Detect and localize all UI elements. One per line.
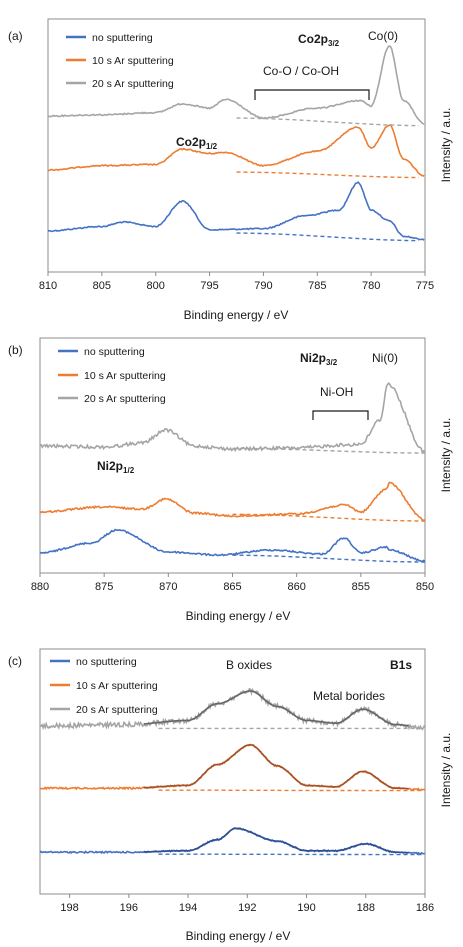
x-tick-label: 860	[287, 581, 305, 593]
series-line-no-sputtering	[39, 528, 425, 563]
panel-b-label: (b)	[8, 343, 23, 357]
x-tick-label: 800	[147, 280, 165, 292]
baseline-10s-ar	[236, 171, 419, 179]
panel-b-spectra	[39, 382, 426, 563]
x-tick-label: 870	[159, 581, 177, 593]
annotation-co2p32: Co2p3/2	[298, 32, 340, 48]
panel-b: (b) 880 875 870 865 860 855 850 Binding energy…	[8, 337, 453, 623]
panel-c-label: (c)	[8, 654, 22, 668]
baseline-no-sputtering	[236, 232, 419, 242]
x-tick-label: 194	[179, 902, 197, 914]
annotation-b1s: B1s	[390, 658, 412, 672]
x-tick-label: 795	[200, 280, 218, 292]
x-tick-label: 186	[416, 902, 434, 914]
annotation-metal-borides: Metal borides	[313, 689, 385, 703]
legend-no-sputtering: no sputtering	[84, 346, 145, 358]
panel-a-ylabel: Intensity / a.u.	[439, 108, 453, 183]
fit-envelope-10s-ar	[143, 743, 409, 790]
x-tick-label: 775	[416, 280, 434, 292]
panel-a-spectra	[47, 45, 425, 242]
fit-envelope-no-sputtering	[143, 827, 409, 854]
legend-20s-ar: 20 s Ar sputtering	[76, 704, 158, 716]
x-tick-label: 810	[39, 280, 57, 292]
panel-a-xlabel: Binding energy / eV	[184, 308, 289, 322]
panel-b-ylabel: Intensity / a.u.	[439, 418, 453, 493]
annotation-ni2p12: Ni2p1/2	[97, 459, 135, 475]
baseline-10s-ar	[232, 513, 425, 522]
x-tick-label: 880	[31, 581, 49, 593]
x-tick-label: 780	[362, 280, 380, 292]
x-tick-label: 875	[95, 581, 113, 593]
panel-c-spectra	[39, 687, 426, 856]
panel-b-xlabel: Binding energy / eV	[186, 609, 291, 623]
legend-no-sputtering: no sputtering	[92, 32, 153, 44]
annotation-ni2p32: Ni2p3/2	[300, 351, 338, 367]
series-line-20s-ar	[39, 382, 426, 454]
legend-10s-ar: 10 s Ar sputtering	[84, 370, 166, 382]
legend-10s-ar: 10 s Ar sputtering	[92, 55, 174, 67]
legend-20s-ar: 20 s Ar sputtering	[92, 78, 174, 90]
panel-a-legend: no sputtering 10 s Ar sputtering 20 s Ar…	[66, 32, 174, 90]
annotation-co0: Co(0)	[368, 29, 398, 43]
annotation-b-oxides: B oxides	[226, 658, 272, 672]
x-tick-label: 865	[223, 581, 241, 593]
annotation-ni0: Ni(0)	[372, 351, 398, 365]
legend-20s-ar: 20 s Ar sputtering	[84, 393, 166, 405]
annotation-ni-oh: Ni-OH	[320, 385, 353, 399]
x-tick-label: 790	[254, 280, 272, 292]
annotation-co-o-oh: Co-O / Co-OH	[263, 64, 339, 78]
bracket-co-oxide	[254, 89, 370, 100]
x-tick-label: 188	[357, 902, 375, 914]
series-line-10s-ar	[40, 743, 425, 791]
fit-envelope-20s-ar	[143, 690, 409, 727]
x-tick-label: 785	[308, 280, 326, 292]
series-line-no-sputtering	[47, 181, 425, 241]
panel-b-legend: no sputtering 10 s Ar sputtering 20 s Ar…	[58, 346, 166, 405]
baseline-20s-ar	[236, 117, 419, 127]
x-tick-label: 198	[60, 902, 78, 914]
series-line-10s-ar	[39, 481, 425, 522]
panel-c-frame	[39, 648, 426, 895]
series-line-20s-ar	[47, 45, 425, 125]
panel-a-x-ticks: 810 805 800 795 790 785 780 775	[39, 272, 434, 292]
x-tick-label: 850	[416, 581, 434, 593]
series-line-10s-ar	[48, 124, 425, 177]
panel-c-x-ticks: 198 196 194 192 190 188 186	[60, 894, 434, 914]
x-tick-label: 805	[93, 280, 111, 292]
panel-c-xlabel: Binding energy / eV	[186, 929, 291, 943]
panel-c: (c) 198 196 194 192 190 188 186 Binding energy…	[8, 648, 453, 943]
panel-a-label: (a)	[8, 29, 23, 43]
panel-b-x-ticks: 880 875 870 865 860 855 850	[31, 573, 434, 593]
panel-a-frame	[47, 18, 426, 273]
annotation-co2p12: Co2p1/2	[176, 135, 218, 151]
panel-a: (a) 810 805 800 795 790 785 780 775 Binding ene…	[8, 18, 453, 322]
legend-no-sputtering: no sputtering	[76, 656, 137, 668]
x-tick-label: 855	[352, 581, 370, 593]
legend-10s-ar: 10 s Ar sputtering	[76, 680, 158, 692]
x-tick-label: 196	[120, 902, 138, 914]
bracket-ni-oh	[312, 410, 369, 420]
panel-c-legend: no sputtering 10 s Ar sputtering 20 s Ar…	[50, 656, 158, 716]
panel-c-ylabel: Intensity / a.u.	[439, 733, 453, 808]
baseline-no-sputtering	[232, 554, 425, 563]
x-tick-label: 192	[238, 902, 256, 914]
series-line-no-sputtering	[39, 826, 425, 856]
x-tick-label: 190	[297, 902, 315, 914]
